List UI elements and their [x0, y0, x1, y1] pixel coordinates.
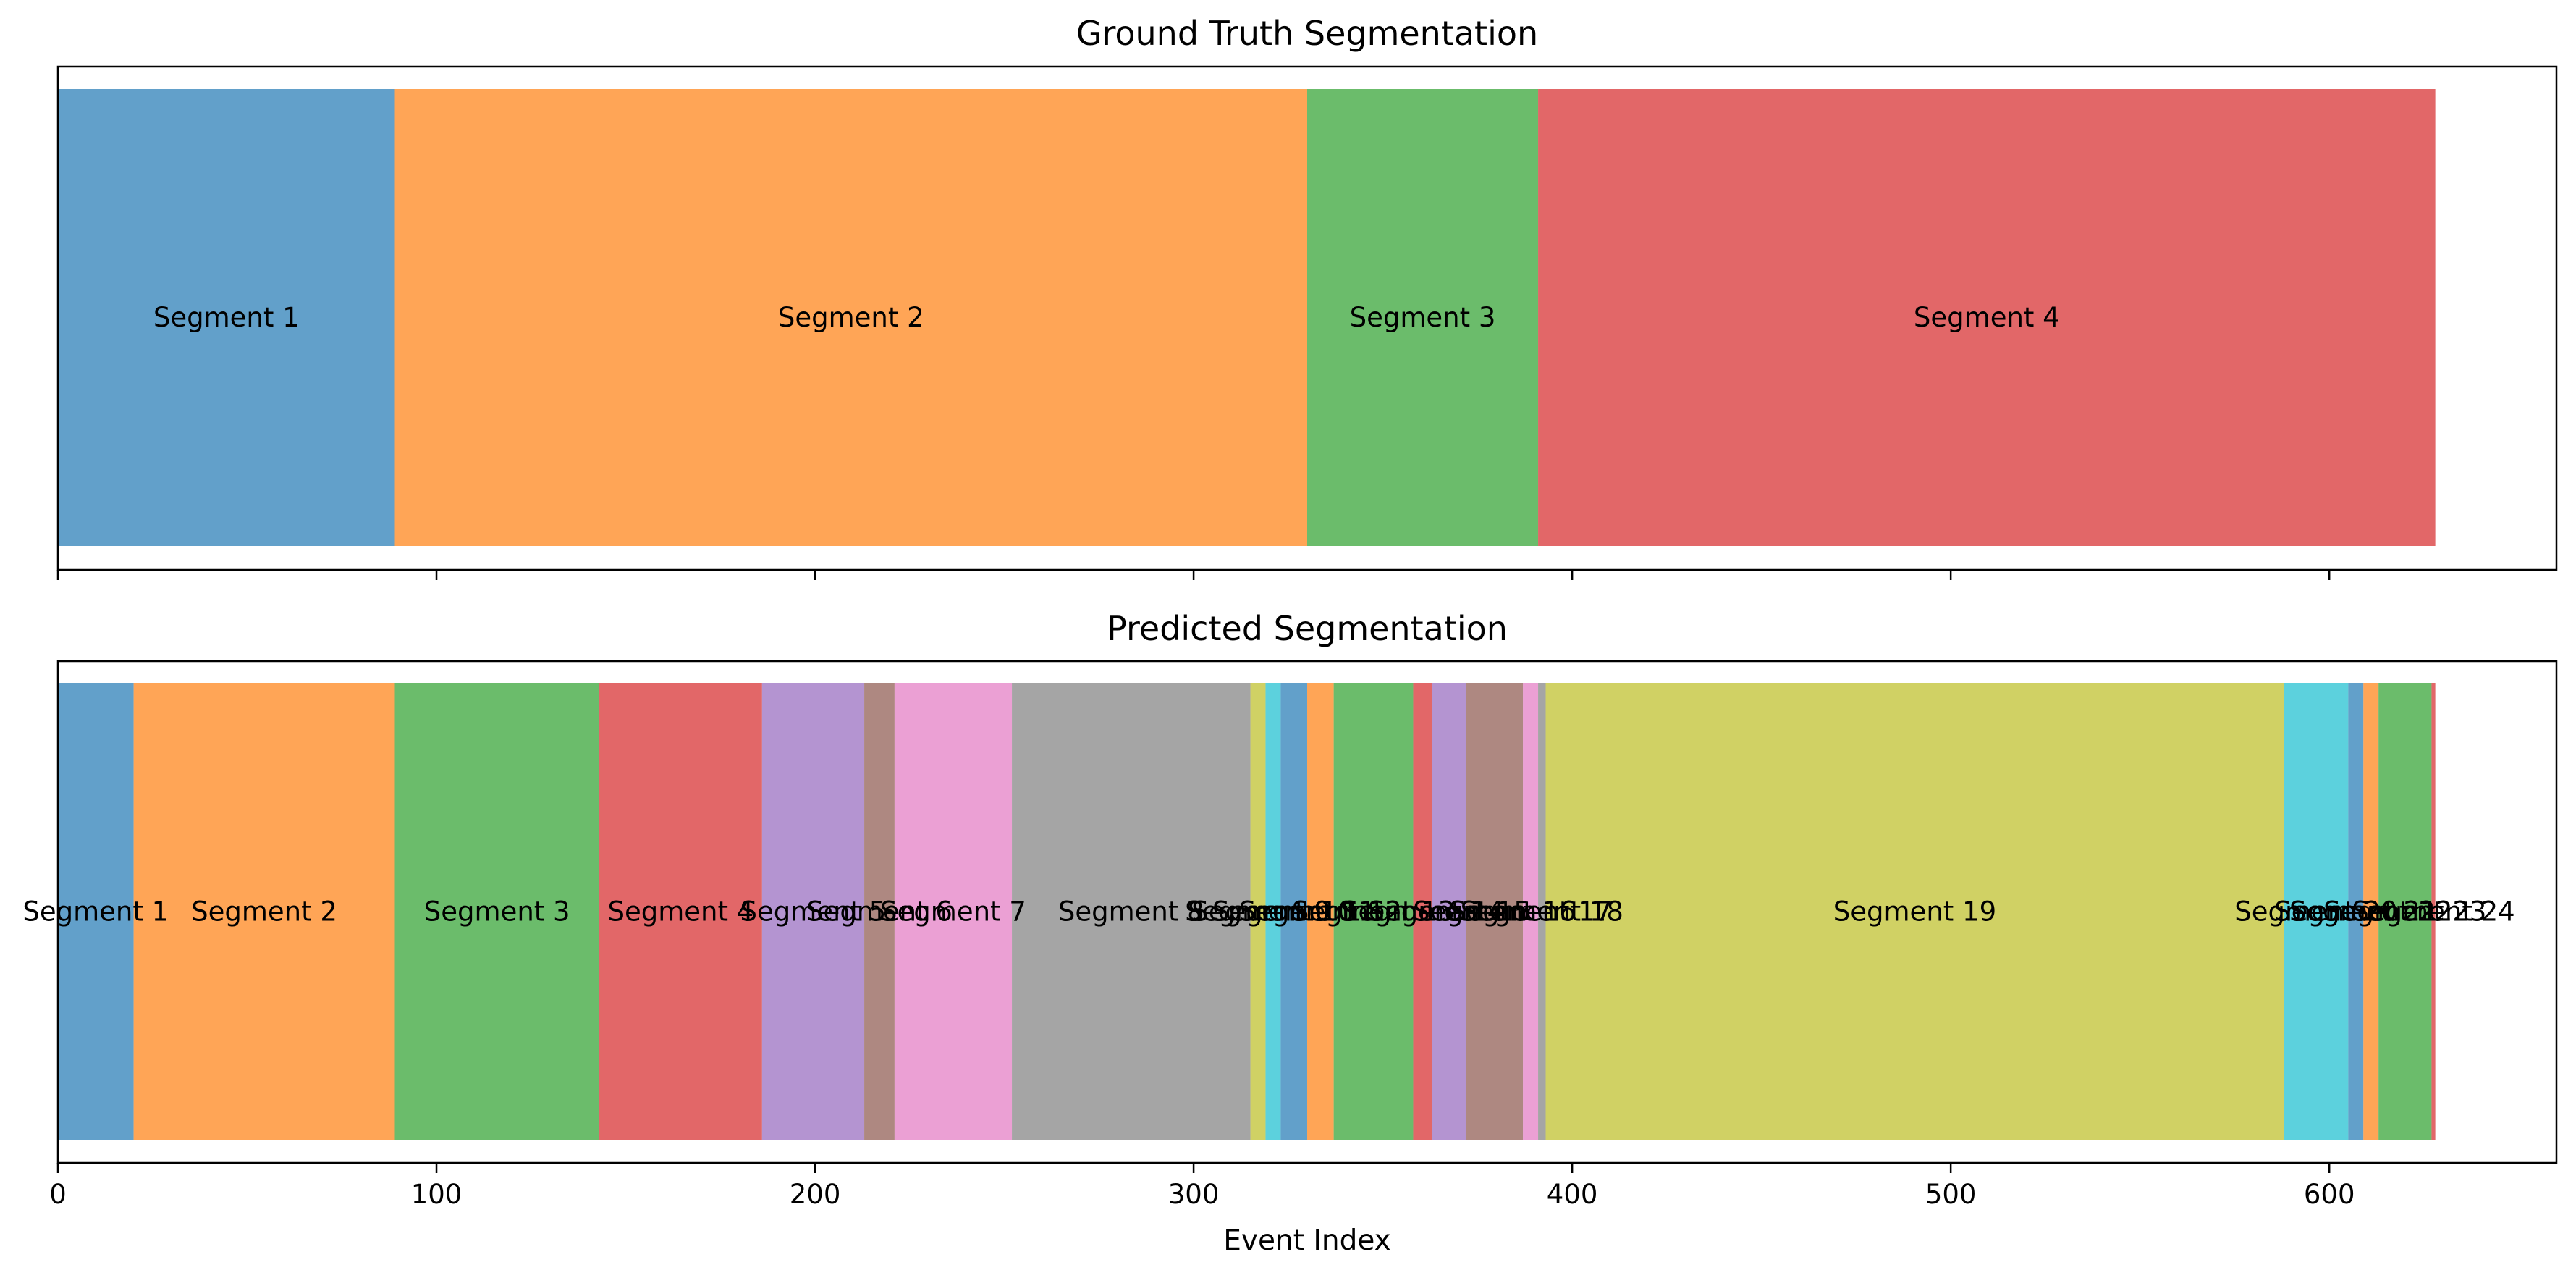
segment-bar-7	[894, 683, 1013, 1140]
x-tick-label-400: 400	[1547, 1179, 1598, 1210]
segment-bar-20	[2284, 683, 2349, 1140]
segment-label-23: Segment 23	[2323, 896, 2486, 928]
predicted-axes-frame	[56, 660, 2558, 1164]
segment-bar-1	[58, 89, 395, 546]
x-tick-label-200: 200	[790, 1179, 841, 1210]
segment-label-24: Segment 24	[2352, 896, 2514, 928]
segment-label-1: Segment 1	[22, 896, 169, 928]
segment-bar-10	[1265, 683, 1281, 1140]
segment-label-5: Segment 5	[740, 896, 887, 928]
segment-label-6: Segment 6	[806, 896, 953, 928]
segment-bar-2	[133, 683, 395, 1140]
ground-truth-segment-labels: Segment 1 Segment 2 Segment 3 Segment 4	[153, 302, 2060, 333]
segment-label-20: Segment 20	[2234, 896, 2397, 928]
segment-bar-23	[2378, 683, 2432, 1140]
predicted-segment-labels: Segment 1 Segment 2 Segment 3 Segment 4Segm…	[22, 896, 2514, 928]
predicted-x-ticks: 0 100 200 300 400 500 600	[49, 1163, 2355, 1210]
segment-bar-18	[1538, 683, 1546, 1140]
predicted-panel: Predicted Segmentation Segment 1 Segment …	[22, 609, 2558, 1257]
predicted-title: Predicted Segmentation	[1107, 609, 1508, 648]
segment-bar-1	[58, 683, 134, 1140]
segment-bar-6	[864, 683, 895, 1140]
segment-label-12: Segment 12	[1239, 896, 1402, 928]
segment-bar-13	[1333, 683, 1414, 1140]
ground-truth-title: Ground Truth Segmentation	[1076, 14, 1538, 53]
segment-label-2: Segment 2	[191, 896, 337, 928]
segment-bar-9	[1250, 683, 1266, 1140]
segment-bar-8	[1012, 683, 1251, 1140]
segment-label-11: Segment 11	[1212, 896, 1375, 928]
segment-label-17: Segment 17	[1449, 896, 1612, 928]
segment-label-15: Segment 15	[1367, 896, 1530, 928]
segment-label-2: Segment 2	[778, 302, 924, 333]
segment-bar-17	[1523, 683, 1539, 1140]
segment-bar-11	[1280, 683, 1307, 1140]
segment-bar-16	[1466, 683, 1524, 1140]
segment-bar-2	[394, 89, 1307, 546]
segment-label-18: Segment 18	[1461, 896, 1623, 928]
x-tick-label-600: 600	[2304, 1179, 2355, 1210]
segment-bar-21	[2348, 683, 2364, 1140]
segment-bar-3	[394, 683, 599, 1140]
segment-label-7: Segment 7	[880, 896, 1026, 928]
segment-bar-4	[1538, 89, 2436, 546]
segment-label-19: Segment 19	[1833, 896, 1996, 928]
segment-label-4: Segment 4	[607, 896, 753, 928]
ground-truth-panel: Ground Truth Segmentation Segment 1 Segme…	[56, 14, 2558, 580]
segment-label-9: Segment 9	[1185, 896, 1331, 928]
segment-bar-19	[1545, 683, 2284, 1140]
segment-bar-12	[1307, 683, 1334, 1140]
segment-label-21: Segment 21	[2274, 896, 2437, 928]
segment-label-1: Segment 1	[153, 302, 300, 333]
segment-label-13: Segment 13	[1292, 896, 1455, 928]
segment-bar-14	[1413, 683, 1432, 1140]
segment-label-22: Segment 22	[2289, 896, 2452, 928]
predicted-segments	[58, 683, 2436, 1140]
x-tick-label-0: 0	[49, 1179, 67, 1210]
x-tick-label-500: 500	[1925, 1179, 1977, 1210]
ground-truth-segments	[58, 89, 2436, 546]
segment-label-3: Segment 3	[424, 896, 570, 928]
segment-bar-3	[1307, 89, 1539, 546]
segment-label-4: Segment 4	[1914, 302, 2060, 333]
x-tick-label-100: 100	[411, 1179, 463, 1210]
segment-label-14: Segment 14	[1341, 896, 1504, 928]
segment-label-3: Segment 3	[1350, 302, 1496, 333]
segment-label-8: Segment 8	[1058, 896, 1204, 928]
segment-bar-5	[761, 683, 865, 1140]
segment-bar-24	[2431, 683, 2436, 1140]
x-tick-label-300: 300	[1168, 1179, 1220, 1210]
ground-truth-x-ticks	[56, 570, 2331, 580]
x-axis-label: Event Index	[1223, 1224, 1391, 1257]
segment-bar-22	[2363, 683, 2379, 1140]
segment-label-16: Segment 16	[1413, 896, 1576, 928]
ground-truth-axes-frame	[56, 65, 2558, 571]
segment-bar-4	[599, 683, 762, 1140]
segment-bar-15	[1432, 683, 1466, 1140]
segment-label-10: Segment 10	[1191, 896, 1354, 928]
